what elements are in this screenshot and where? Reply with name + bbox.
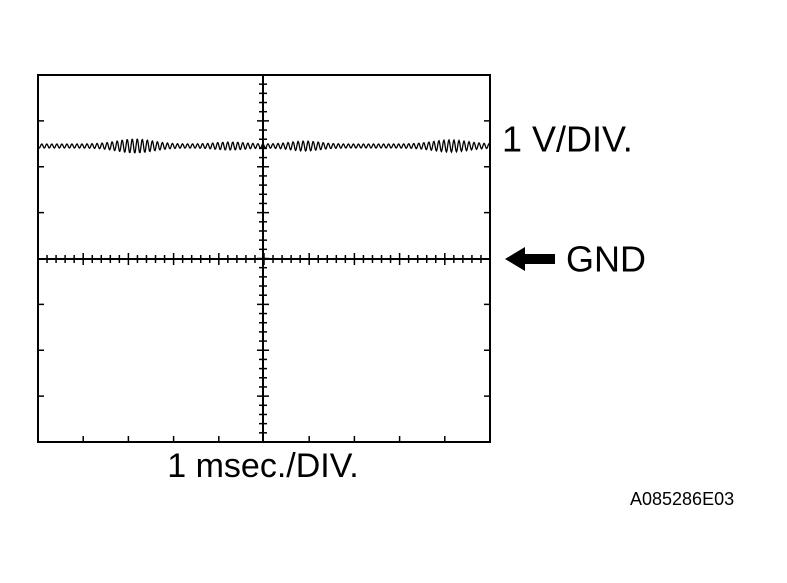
ground-label: GND xyxy=(566,239,646,280)
time-per-div-label: 1 msec./DIV. xyxy=(167,447,358,485)
figure-id: A085286E03 xyxy=(630,489,734,509)
waveform xyxy=(37,138,491,154)
ground-arrow xyxy=(505,247,555,271)
volts-per-div-label: 1 V/DIV. xyxy=(502,119,633,160)
